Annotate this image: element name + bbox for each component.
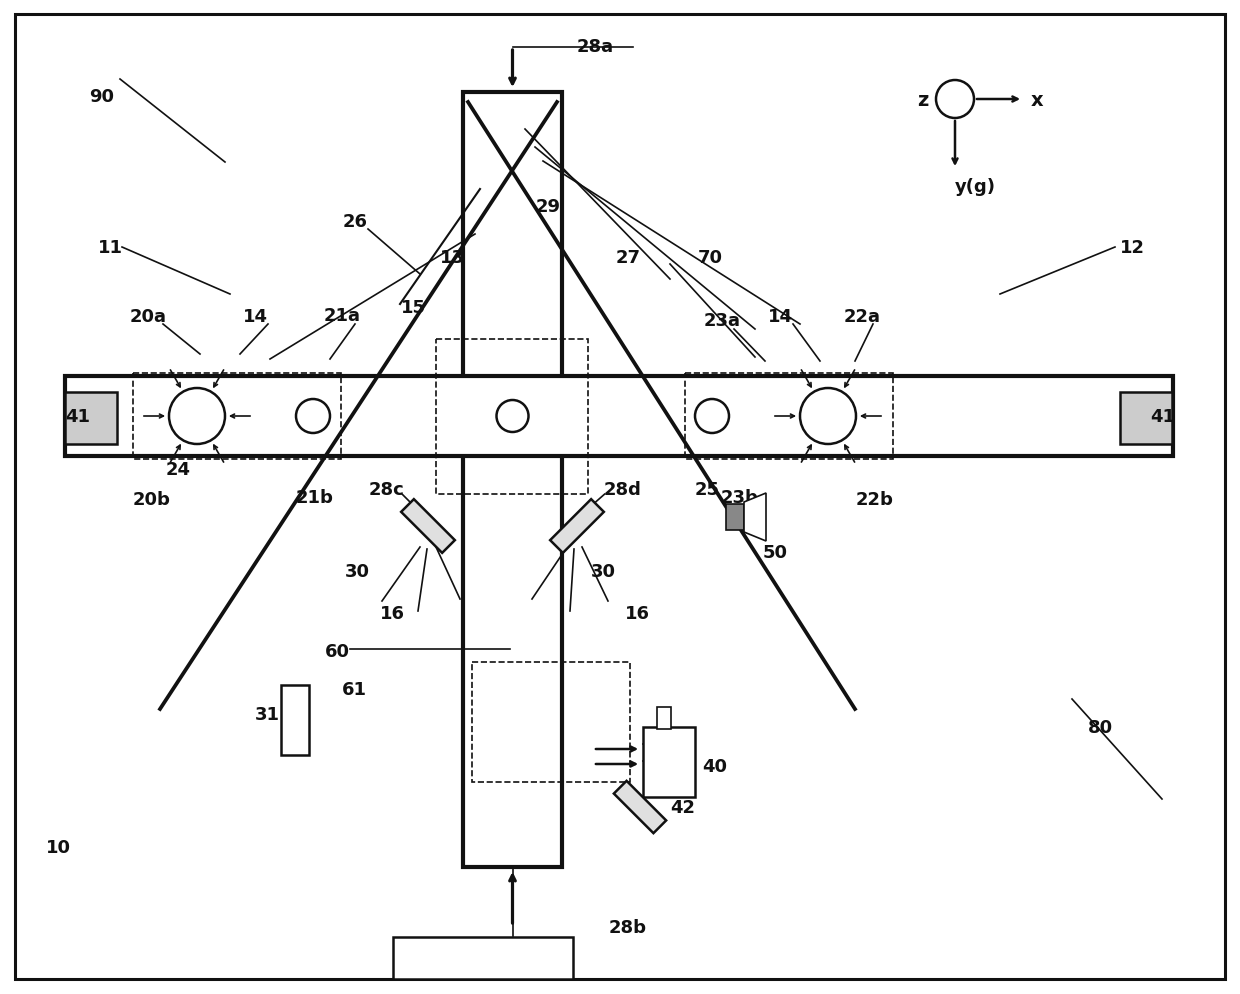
- Polygon shape: [551, 500, 604, 554]
- Text: 13: 13: [439, 248, 465, 266]
- Text: 14: 14: [768, 308, 792, 326]
- Circle shape: [936, 81, 973, 119]
- Bar: [644, 728, 694, 797]
- Text: 21a: 21a: [324, 307, 361, 325]
- Text: 28b: 28b: [609, 918, 647, 936]
- Text: x: x: [1030, 90, 1043, 109]
- Text: 80: 80: [1087, 719, 1112, 737]
- Text: 32: 32: [475, 950, 500, 968]
- Polygon shape: [744, 493, 766, 542]
- Text: 25: 25: [694, 480, 719, 499]
- Text: 41: 41: [1151, 408, 1176, 425]
- Text: 14: 14: [243, 308, 268, 326]
- Text: 60: 60: [325, 642, 350, 660]
- Text: 90: 90: [89, 87, 114, 106]
- Text: 28c: 28c: [370, 480, 405, 499]
- Text: 20b: 20b: [133, 490, 171, 509]
- Bar: [393, 937, 573, 979]
- Text: 21b: 21b: [296, 488, 334, 507]
- Text: 28a: 28a: [577, 38, 614, 56]
- Circle shape: [800, 389, 856, 444]
- Circle shape: [694, 400, 729, 433]
- Text: 30: 30: [590, 563, 615, 580]
- Bar: [64, 393, 117, 444]
- Text: y(g): y(g): [955, 178, 996, 196]
- Text: 10: 10: [46, 838, 71, 856]
- Text: 27: 27: [615, 248, 641, 266]
- Text: 61: 61: [341, 680, 367, 699]
- Polygon shape: [614, 781, 666, 833]
- Text: 50: 50: [763, 544, 787, 562]
- Text: 42: 42: [671, 798, 696, 816]
- Bar: [133, 374, 341, 459]
- Text: 15: 15: [401, 299, 425, 317]
- Text: 23b: 23b: [722, 488, 759, 507]
- Text: 11: 11: [98, 239, 123, 256]
- Text: 28d: 28d: [604, 480, 642, 499]
- Circle shape: [296, 400, 330, 433]
- Bar: [472, 662, 630, 782]
- Circle shape: [496, 401, 528, 432]
- Text: 30: 30: [345, 563, 370, 580]
- Text: 70: 70: [697, 248, 723, 266]
- Text: 26: 26: [342, 213, 367, 231]
- Polygon shape: [401, 500, 455, 554]
- Text: 22a: 22a: [843, 308, 880, 326]
- Text: 41: 41: [66, 408, 91, 425]
- Text: 16: 16: [625, 604, 650, 622]
- Text: 29: 29: [536, 198, 560, 216]
- Circle shape: [169, 389, 224, 444]
- Text: 40: 40: [703, 757, 728, 775]
- Text: 23a: 23a: [703, 312, 740, 330]
- Bar: [64, 377, 1173, 456]
- Text: 22b: 22b: [856, 490, 894, 509]
- Text: 24: 24: [165, 460, 191, 478]
- Bar: [1120, 393, 1172, 444]
- Bar: [463, 92, 562, 867]
- Text: 20a: 20a: [129, 308, 166, 326]
- Text: 12: 12: [1120, 239, 1145, 256]
- Text: 16: 16: [379, 604, 404, 622]
- Bar: [657, 708, 671, 730]
- Bar: [684, 374, 893, 459]
- Bar: [281, 685, 309, 755]
- Text: 31: 31: [254, 706, 279, 724]
- Text: z: z: [918, 90, 929, 109]
- Bar: [725, 505, 744, 531]
- Bar: [436, 340, 588, 494]
